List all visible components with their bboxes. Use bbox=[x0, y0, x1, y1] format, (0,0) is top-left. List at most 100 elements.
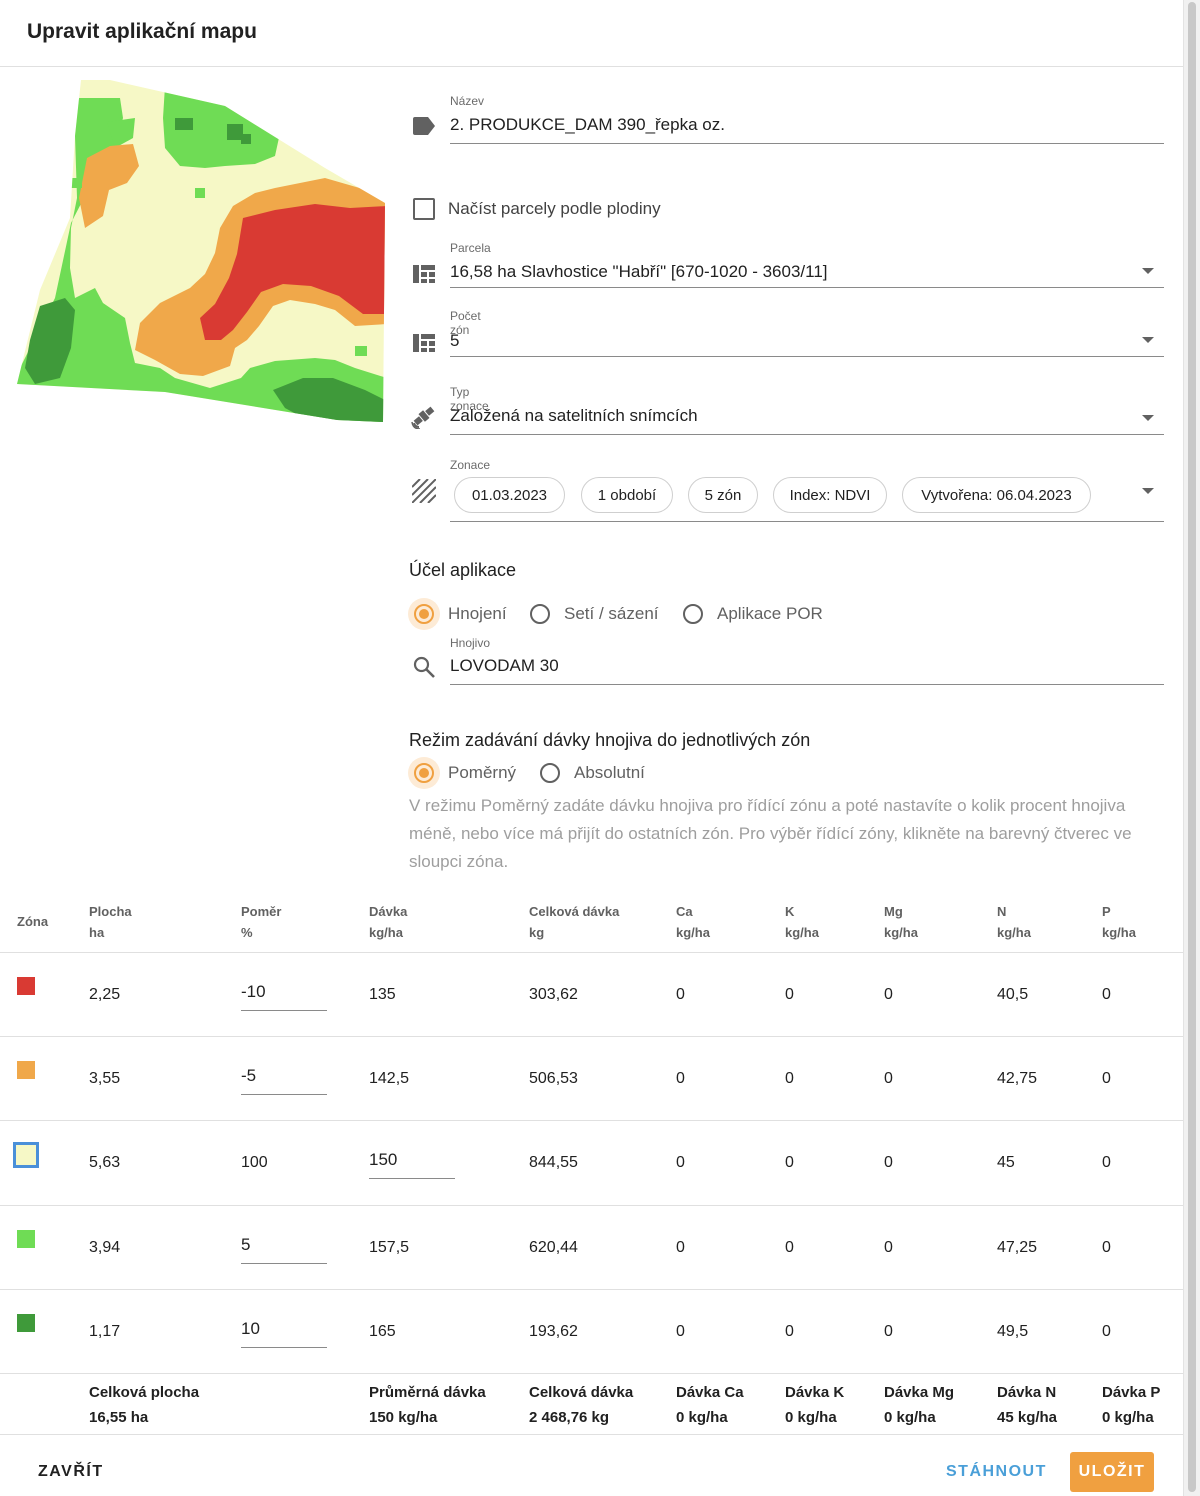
cell-k: 0 bbox=[785, 1070, 794, 1087]
ratio-input[interactable]: -5 bbox=[241, 1064, 327, 1095]
load-by-crop-label[interactable]: Načíst parcely podle plodiny bbox=[448, 199, 661, 218]
dose-mode-label-absolute[interactable]: Absolutní bbox=[574, 763, 645, 782]
col-header-zone: Zóna bbox=[17, 914, 49, 929]
cell-ca: 0 bbox=[676, 1239, 685, 1256]
zone-count-value[interactable]: 5 bbox=[450, 331, 460, 350]
ratio-input[interactable]: 10 bbox=[241, 1317, 327, 1348]
cell-p: 0 bbox=[1102, 986, 1111, 1003]
average-dose-summary: Průměrná dávka 150 kg/ha bbox=[369, 1384, 486, 1426]
ratio-input[interactable]: -10 bbox=[241, 980, 327, 1011]
dose-mode-label-relative[interactable]: Poměrný bbox=[448, 763, 517, 782]
fertilizer-label: Hnojivo bbox=[450, 636, 491, 650]
cell-area: 1,17 bbox=[89, 1323, 121, 1340]
col-header-area: Plocha ha bbox=[89, 904, 132, 940]
chevron-down-icon[interactable] bbox=[1142, 488, 1154, 494]
search-icon bbox=[410, 653, 438, 681]
cell-k: 0 bbox=[785, 1323, 794, 1340]
dialog-title: Upravit aplikační mapu bbox=[27, 20, 257, 43]
col-header-mg: Mg kg/ha bbox=[884, 904, 918, 940]
ca-dose-summary: Dávka Ca 0 kg/ha bbox=[676, 1384, 744, 1426]
chevron-down-icon[interactable] bbox=[1142, 415, 1154, 421]
cell-mg: 0 bbox=[884, 1070, 893, 1087]
cell-k: 0 bbox=[785, 1154, 794, 1171]
download-button[interactable]: STÁHNOUT bbox=[946, 1463, 1047, 1480]
total-area-summary: Celková plocha 16,55 ha bbox=[89, 1384, 200, 1426]
ratio-input[interactable]: 5 bbox=[241, 1233, 327, 1264]
zoning-chip: 1 období bbox=[581, 477, 673, 513]
cell-n: 47,25 bbox=[997, 1239, 1038, 1256]
header-divider bbox=[0, 952, 1184, 953]
dose-input[interactable]: 150 bbox=[369, 1148, 455, 1179]
dose-mode-help-text: V režimu Poměrný zadáte dávku hnojiva pr… bbox=[409, 796, 1132, 871]
row-divider bbox=[0, 1120, 1184, 1121]
cell-p: 0 bbox=[1102, 1323, 1111, 1340]
close-button[interactable]: ZAVŘÍT bbox=[38, 1463, 104, 1480]
row-divider bbox=[0, 1036, 1184, 1037]
cell-area: 3,94 bbox=[89, 1239, 121, 1256]
zoning-type-label: Typ zonace bbox=[450, 385, 489, 413]
chevron-down-icon[interactable] bbox=[1142, 268, 1154, 274]
hatch-icon bbox=[410, 477, 438, 505]
dose-mode-radio-relative[interactable] bbox=[414, 763, 434, 783]
scrollbar-thumb[interactable] bbox=[1188, 2, 1196, 1492]
grid-icon bbox=[410, 329, 438, 357]
parcel-value[interactable]: 16,58 ha Slavhostice "Habří" [670-1020 -… bbox=[450, 262, 828, 281]
name-underline bbox=[450, 143, 1164, 144]
col-header-total-dose: Celková dávka kg bbox=[529, 904, 620, 940]
zone-swatch-light-green[interactable] bbox=[17, 1230, 35, 1248]
cell-total: 193,62 bbox=[529, 1323, 578, 1340]
cell-area: 5,63 bbox=[89, 1154, 121, 1171]
cell-ca: 0 bbox=[676, 1070, 685, 1087]
cell-dose: 135 bbox=[369, 986, 396, 1003]
zoning-type-underline bbox=[450, 434, 1164, 435]
vertical-scrollbar[interactable] bbox=[1183, 0, 1200, 1496]
zone-swatch-red[interactable] bbox=[17, 977, 35, 995]
row-divider bbox=[0, 1289, 1184, 1290]
purpose-label-sowing[interactable]: Setí / sázení bbox=[564, 604, 659, 623]
zoning-chip: Vytvořena: 06.04.2023 bbox=[902, 477, 1091, 513]
cell-ratio: 100 bbox=[241, 1154, 268, 1171]
cell-mg: 0 bbox=[884, 1154, 893, 1171]
grid-icon bbox=[410, 260, 438, 288]
col-header-dose: Dávka kg/ha bbox=[369, 904, 408, 940]
zoning-chip: Index: NDVI bbox=[773, 477, 887, 513]
zone-swatch-dark-green[interactable] bbox=[17, 1314, 35, 1332]
cell-ca: 0 bbox=[676, 1323, 685, 1340]
cell-mg: 0 bbox=[884, 1323, 893, 1340]
row-divider bbox=[0, 1205, 1184, 1206]
cell-p: 0 bbox=[1102, 1154, 1111, 1171]
satellite-icon bbox=[410, 402, 438, 430]
zone-map[interactable] bbox=[15, 78, 387, 424]
cell-n: 42,75 bbox=[997, 1070, 1038, 1087]
chevron-down-icon[interactable] bbox=[1142, 337, 1154, 343]
purpose-label-fertilizing[interactable]: Hnojení bbox=[448, 604, 507, 623]
zone-swatch-orange[interactable] bbox=[17, 1061, 35, 1079]
cell-area: 3,55 bbox=[89, 1070, 121, 1087]
zoning-type-value[interactable]: Založená na satelitních snímcích bbox=[450, 406, 698, 425]
save-button[interactable]: ULOŽIT bbox=[1070, 1452, 1154, 1492]
cell-p: 0 bbox=[1102, 1070, 1111, 1087]
name-value[interactable]: 2. PRODUKCE_DAM 390_řepka oz. bbox=[450, 115, 725, 134]
parcel-underline bbox=[450, 287, 1164, 288]
parcel-label: Parcela bbox=[450, 241, 491, 255]
zoning-label: Zonace bbox=[450, 458, 491, 472]
purpose-radio-por[interactable] bbox=[683, 604, 703, 624]
load-by-crop-checkbox[interactable] bbox=[413, 198, 435, 220]
zone-swatch-yellow-selected[interactable] bbox=[13, 1142, 39, 1168]
cell-total: 506,53 bbox=[529, 1070, 578, 1087]
dose-mode-radio-absolute[interactable] bbox=[540, 763, 560, 783]
purpose-radio-fertilizing[interactable] bbox=[414, 604, 434, 624]
row-divider bbox=[0, 1373, 1184, 1374]
tag-icon bbox=[410, 112, 438, 140]
cell-mg: 0 bbox=[884, 1239, 893, 1256]
cell-ca: 0 bbox=[676, 986, 685, 1003]
cell-n: 40,5 bbox=[997, 986, 1029, 1003]
mg-dose-summary: Dávka Mg 0 kg/ha bbox=[884, 1384, 955, 1426]
fertilizer-value[interactable]: LOVODAM 30 bbox=[450, 656, 559, 675]
name-label: Název bbox=[450, 94, 485, 108]
purpose-label-por[interactable]: Aplikace POR bbox=[717, 604, 823, 623]
purpose-radio-sowing[interactable] bbox=[530, 604, 550, 624]
